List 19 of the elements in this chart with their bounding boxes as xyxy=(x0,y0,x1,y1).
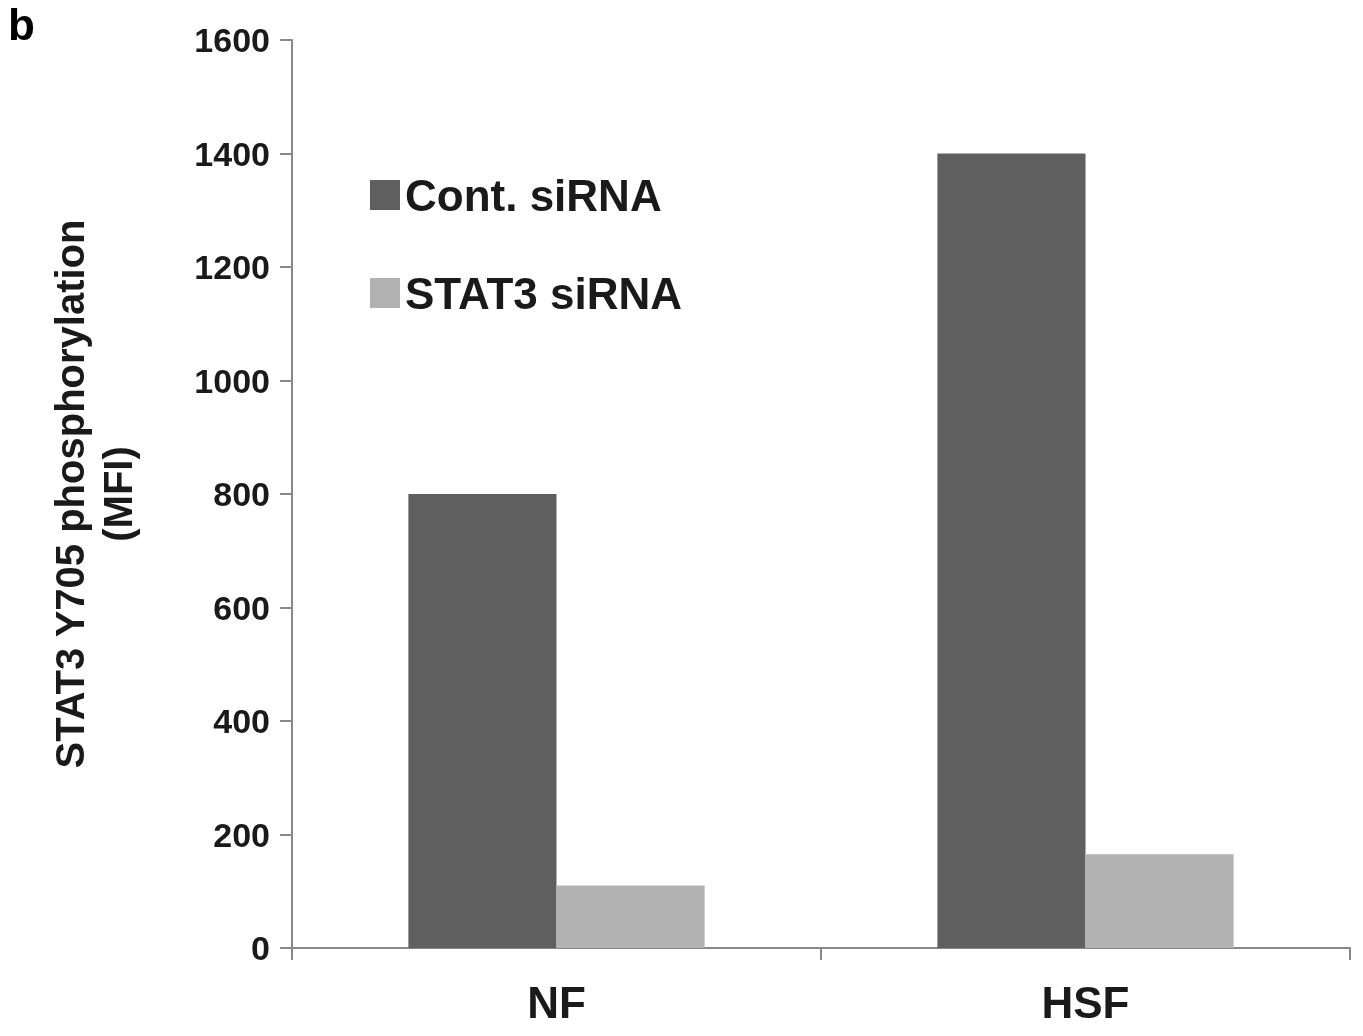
y-tick-label: 1600 xyxy=(194,21,270,59)
y-tick-label: 400 xyxy=(213,702,270,740)
x-tick-label: HSF xyxy=(1041,977,1130,1027)
y-tick-label: 600 xyxy=(213,588,270,627)
y-tick-label: 800 xyxy=(213,475,270,513)
y-tick-label: 1000 xyxy=(194,361,270,400)
text: b xyxy=(8,0,35,49)
y-tick-label: 1400 xyxy=(194,134,270,173)
bar xyxy=(556,885,705,948)
x-tick-label: NF xyxy=(527,977,586,1027)
y-tick-label: 1200 xyxy=(194,248,270,286)
legend-label: STAT3 siRNA xyxy=(405,268,683,318)
y-tick-label: 0 xyxy=(251,929,270,967)
legend-label: Cont. siRNA xyxy=(405,170,662,220)
y-tick-label: 200 xyxy=(213,815,270,854)
bar xyxy=(408,494,557,948)
bar xyxy=(1085,854,1234,948)
y-axis-title: STAT3 Y705 phosphorylation (MFI) xyxy=(48,219,140,769)
bar xyxy=(937,153,1086,948)
